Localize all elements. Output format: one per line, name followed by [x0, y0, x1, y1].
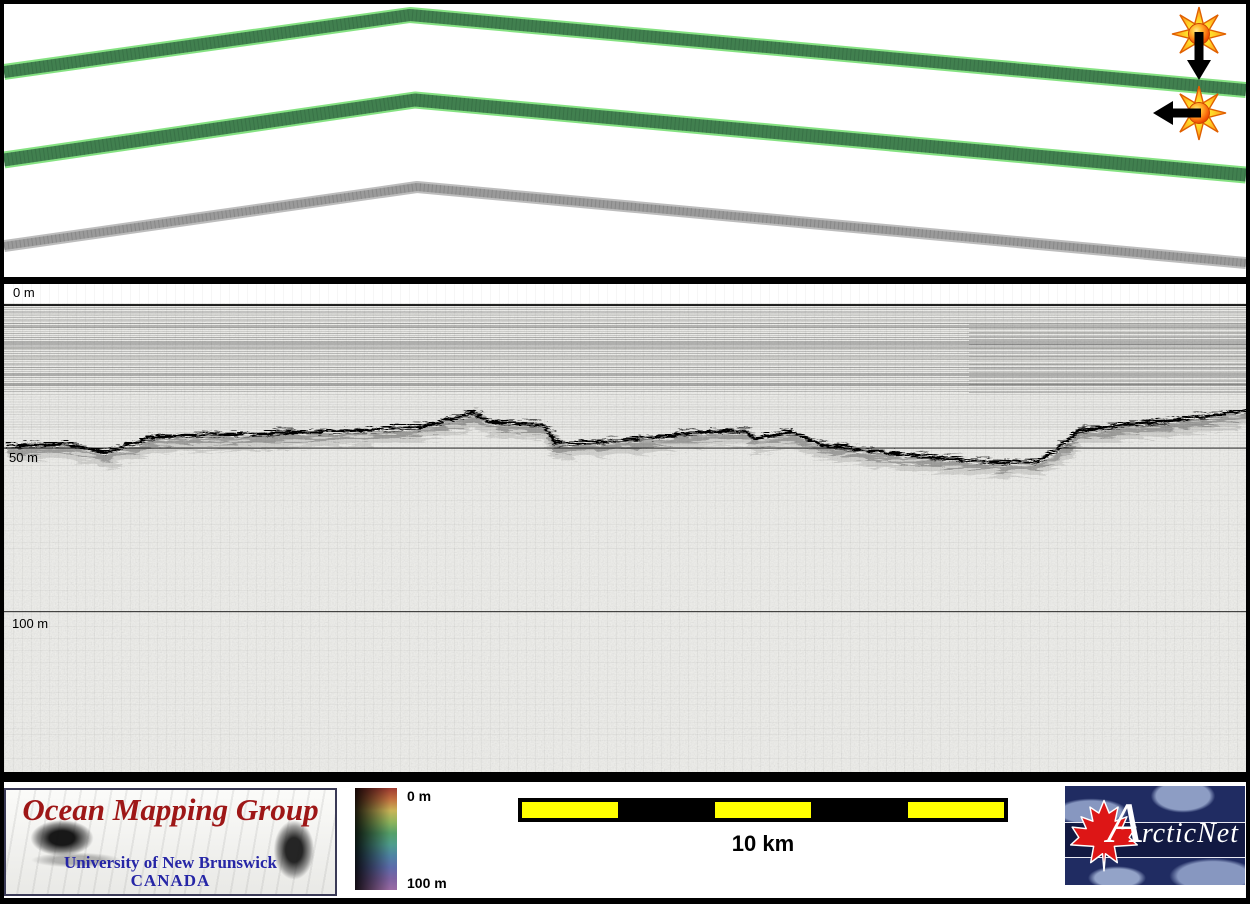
scale-bar-segment-1 [522, 802, 619, 818]
swath-line-north [4, 7, 1246, 98]
echogram-panel: 0 m 50 m 100 m [4, 284, 1246, 772]
scale-bar-label: 10 km [731, 831, 795, 856]
omg-logo-country: CANADA [130, 871, 211, 890]
omg-logo-title: Ocean Mapping Group [22, 792, 319, 827]
depth-tick-label-50m: 50 m [9, 450, 38, 465]
depth-colorbar: 0 m 100 m [355, 788, 465, 892]
scale-bar-segment-3 [714, 802, 812, 818]
maple-leaf-icon [1069, 799, 1139, 872]
survey-track-map-panel [4, 4, 1246, 277]
scale-bar-segment-2 [618, 802, 715, 818]
footer-bar: Ocean Mapping Group University of New Br… [4, 782, 1246, 898]
colorbar-min-label: 0 m [407, 788, 432, 804]
scale-bar-segments [518, 798, 1008, 822]
echogram-noise-texture [4, 284, 1246, 772]
track-line-subbottom [4, 181, 1246, 269]
depth-colorbar-gradient [355, 788, 397, 890]
direction-arrow-icon [1187, 32, 1211, 80]
arcticnet-initial: A [1107, 792, 1142, 855]
direction-arrow-icon [1153, 101, 1201, 125]
vessel-position-marker-north [1171, 6, 1227, 80]
map-scale-bar: 10 km [518, 798, 1008, 857]
depth-tick-label-100m: 100 m [12, 616, 49, 631]
surface-label-strip [4, 284, 1246, 303]
vessel-position-marker-south [1153, 85, 1227, 141]
arcticnet-rest: rcticNet [1141, 818, 1239, 849]
track-map-canvas [4, 6, 1246, 269]
swath-line-south [4, 91, 1246, 184]
scale-bar-segment-4 [811, 802, 908, 818]
scale-bar-segment-5 [907, 802, 1005, 818]
echogram-canvas [4, 284, 1246, 772]
colorbar-max-label: 100 m [407, 875, 447, 891]
depth-tick-label-0m: 0 m [13, 285, 35, 300]
omg-logo-university: University of New Brunswick [64, 853, 277, 872]
ocean-mapping-group-logo: Ocean Mapping Group University of New Br… [4, 788, 337, 896]
